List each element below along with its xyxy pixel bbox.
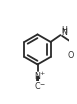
- Text: −: −: [39, 81, 45, 86]
- Text: +: +: [40, 71, 45, 76]
- Text: O: O: [68, 51, 74, 59]
- Text: N: N: [61, 28, 67, 37]
- Text: C: C: [35, 82, 40, 91]
- Text: N: N: [35, 72, 40, 81]
- Text: H: H: [61, 26, 67, 35]
